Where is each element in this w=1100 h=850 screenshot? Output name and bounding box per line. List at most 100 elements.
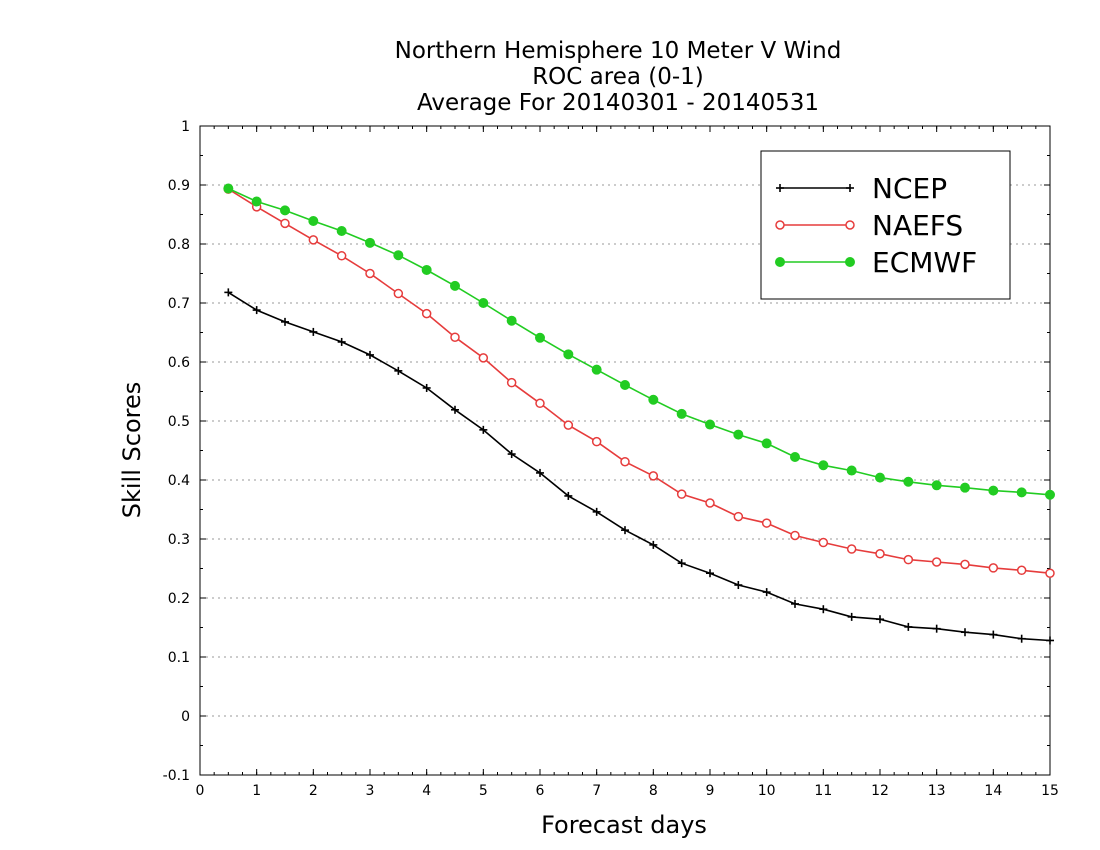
x-tick-label: 7 bbox=[592, 783, 601, 799]
data-point-ncep bbox=[762, 588, 771, 597]
y-tick-label: 0.1 bbox=[168, 650, 190, 666]
data-point-naefs bbox=[1045, 568, 1055, 578]
data-point-ncep bbox=[252, 306, 261, 315]
chart-title-line-3: Average For 20140301 - 20140531 bbox=[417, 90, 819, 116]
data-point-ecmwf bbox=[308, 215, 319, 226]
y-axis-label: Skill Scores bbox=[118, 382, 146, 519]
x-tick-label: 10 bbox=[758, 783, 776, 799]
data-point-ecmwf bbox=[591, 364, 602, 375]
data-point-naefs bbox=[761, 518, 772, 528]
data-point-ncep bbox=[536, 468, 544, 477]
legend-marker-naefs bbox=[775, 220, 785, 230]
data-point-ncep bbox=[1046, 636, 1054, 645]
data-point-ecmwf bbox=[676, 408, 687, 419]
data-point-ncep bbox=[394, 366, 403, 375]
data-point-ecmwf bbox=[535, 332, 545, 343]
data-point-naefs bbox=[308, 235, 319, 245]
data-point-ecmwf bbox=[223, 183, 234, 194]
y-tick-label: 0.6 bbox=[168, 355, 190, 371]
data-point-naefs bbox=[421, 308, 432, 319]
y-tick-label: -0.1 bbox=[163, 768, 190, 784]
data-point-ecmwf bbox=[280, 205, 290, 216]
data-point-ncep bbox=[507, 450, 516, 459]
data-point-ncep bbox=[876, 615, 884, 624]
data-point-naefs bbox=[1016, 565, 1027, 576]
x-tick-label: 5 bbox=[479, 783, 488, 799]
legend-item-naefs: NAEFS bbox=[775, 209, 963, 242]
data-point-ncep bbox=[564, 491, 573, 500]
chart-title-line-1: Northern Hemisphere 10 Meter V Wind bbox=[395, 38, 842, 64]
x-tick-label: 11 bbox=[814, 783, 832, 799]
legend-marker-ecmwf bbox=[845, 257, 855, 267]
data-point-ecmwf bbox=[846, 465, 857, 476]
y-tick-label: 1 bbox=[181, 119, 190, 135]
data-point-naefs bbox=[563, 420, 574, 430]
x-tick-label: 0 bbox=[196, 783, 205, 799]
data-point-naefs bbox=[705, 498, 715, 508]
data-point-ncep bbox=[989, 630, 998, 639]
y-tick-label: 0.4 bbox=[168, 473, 190, 489]
y-tick-label: 0.5 bbox=[168, 414, 190, 430]
data-point-ecmwf bbox=[1016, 487, 1027, 498]
data-point-ecmwf bbox=[705, 419, 715, 430]
y-tick-label: 0.2 bbox=[168, 591, 190, 607]
data-point-ncep bbox=[479, 425, 488, 434]
chart-title-line-2: ROC area (0-1) bbox=[532, 64, 704, 90]
data-point-ncep bbox=[592, 507, 601, 516]
legend-label-ncep: NCEP bbox=[872, 172, 947, 205]
data-point-ncep bbox=[649, 540, 658, 549]
x-tick-label: 13 bbox=[928, 783, 946, 799]
data-point-ecmwf bbox=[563, 349, 574, 360]
data-point-ecmwf bbox=[620, 380, 630, 391]
data-point-naefs bbox=[931, 557, 942, 567]
axes: -0.100.10.20.30.40.50.60.70.80.910 1 2 3 4 5 6… bbox=[163, 119, 1059, 799]
x-tick-label: 14 bbox=[984, 783, 1002, 799]
data-point-ecmwf bbox=[988, 485, 999, 496]
data-point-naefs bbox=[535, 398, 545, 409]
legend-label-ecmwf: ECMWF bbox=[872, 246, 977, 279]
legend-marker-ncep bbox=[776, 184, 784, 192]
data-point-ncep bbox=[734, 581, 743, 590]
legend-item-ncep: NCEP bbox=[776, 172, 947, 205]
data-point-ecmwf bbox=[818, 460, 829, 471]
data-point-ncep bbox=[422, 383, 431, 392]
x-tick-label: 3 bbox=[366, 783, 375, 799]
data-point-ecmwf bbox=[790, 451, 800, 462]
data-point-ncep bbox=[677, 559, 686, 568]
y-tick-label: 0.3 bbox=[168, 532, 190, 548]
data-point-naefs bbox=[450, 332, 460, 342]
legend: NCEP NAEFS ECMWF bbox=[760, 150, 1011, 300]
series-ecmwf bbox=[223, 183, 1055, 500]
data-point-naefs bbox=[875, 549, 885, 559]
data-point-naefs bbox=[818, 537, 829, 548]
data-point-naefs bbox=[648, 471, 659, 481]
series-line-ncep bbox=[227, 291, 1051, 642]
series-lines bbox=[223, 183, 1055, 645]
data-point-ecmwf bbox=[903, 476, 914, 487]
x-tick-label: 6 bbox=[536, 783, 545, 799]
series-ncep bbox=[224, 288, 1054, 645]
data-point-ecmwf bbox=[393, 250, 404, 261]
data-point-ecmwf bbox=[648, 394, 659, 405]
legend-label-naefs: NAEFS bbox=[872, 209, 963, 242]
data-point-ecmwf bbox=[336, 226, 347, 237]
data-point-ncep bbox=[847, 612, 856, 621]
data-point-naefs bbox=[591, 436, 602, 447]
x-tick-label: 2 bbox=[309, 783, 318, 799]
data-point-naefs bbox=[336, 251, 347, 261]
data-point-ncep bbox=[791, 599, 799, 608]
data-point-naefs bbox=[620, 456, 630, 467]
data-point-naefs bbox=[960, 559, 970, 570]
data-point-ecmwf bbox=[506, 315, 517, 326]
data-point-naefs bbox=[903, 554, 914, 565]
legend-marker-ecmwf bbox=[775, 257, 785, 267]
data-point-naefs bbox=[846, 544, 857, 554]
legend-item-ecmwf: ECMWF bbox=[775, 246, 977, 279]
data-point-naefs bbox=[506, 377, 517, 388]
data-point-ncep bbox=[224, 288, 233, 297]
data-point-ncep bbox=[309, 327, 318, 336]
data-point-naefs bbox=[988, 563, 999, 573]
data-point-ncep bbox=[819, 605, 828, 614]
data-point-ecmwf bbox=[450, 280, 460, 291]
data-point-ecmwf bbox=[421, 264, 432, 275]
